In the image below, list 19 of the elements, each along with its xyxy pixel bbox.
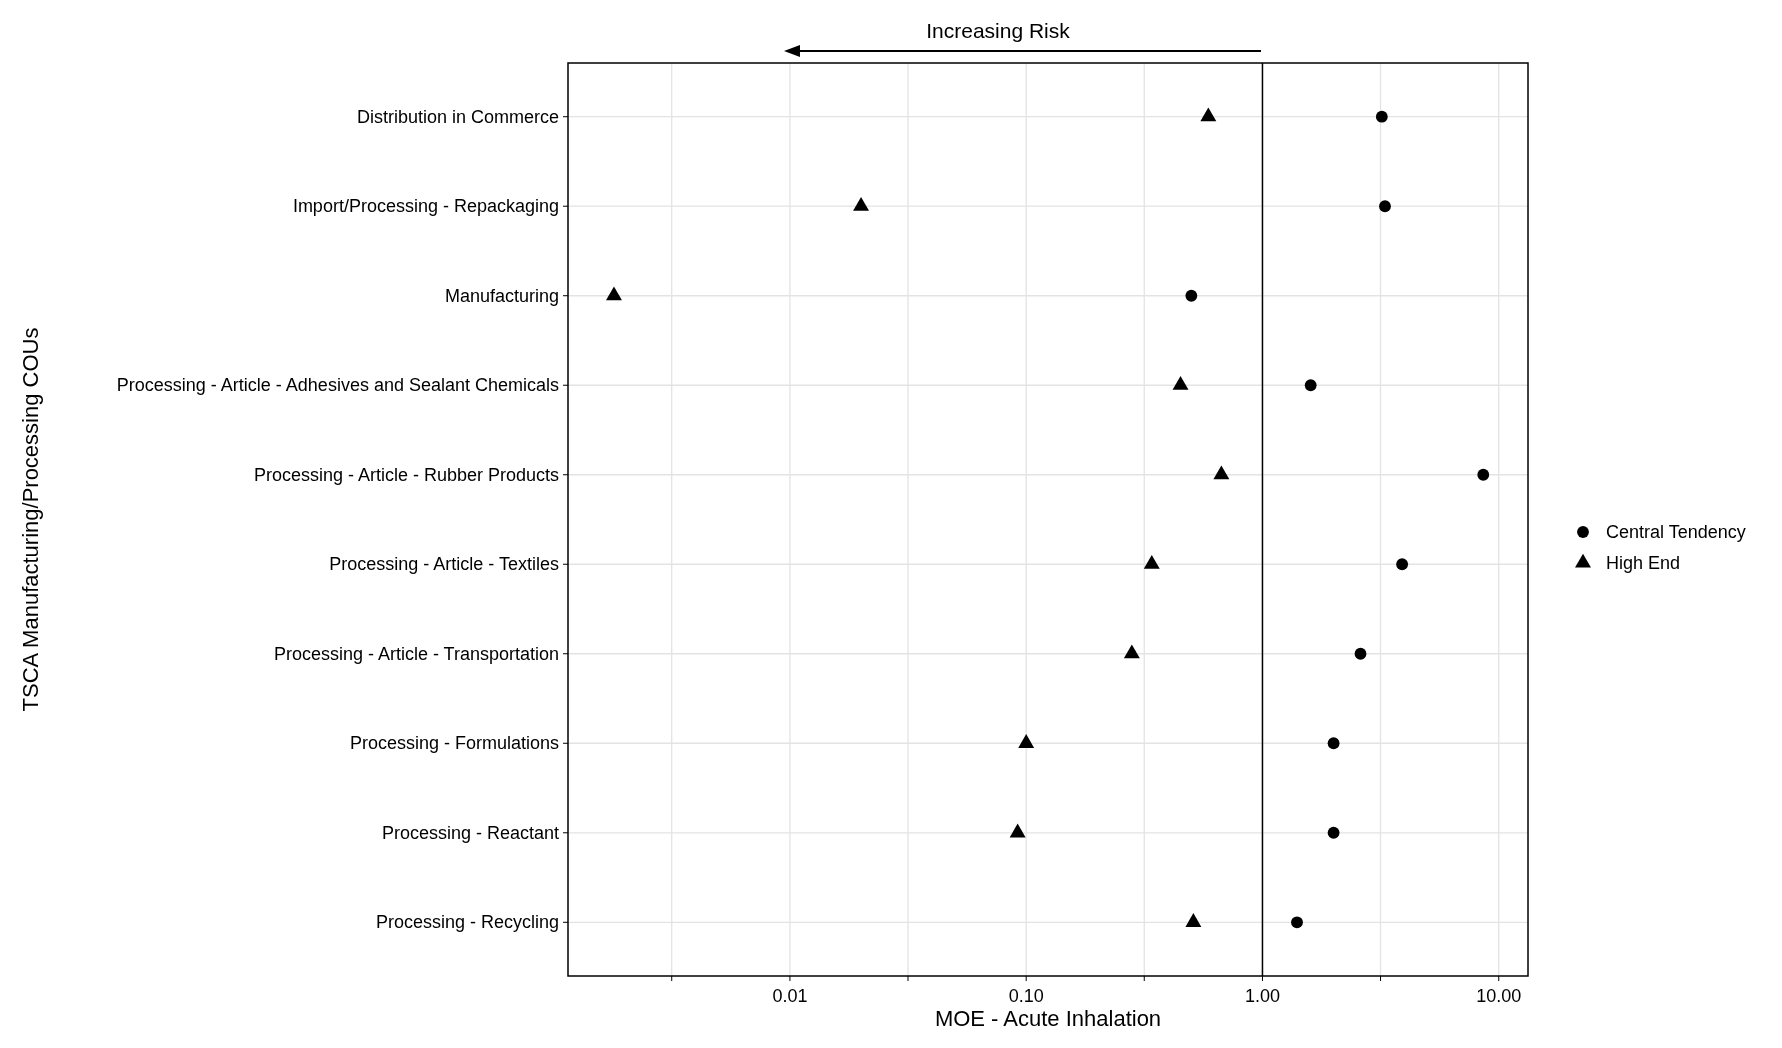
legend-label: Central Tendency	[1606, 522, 1746, 542]
text: Increasing Risk	[926, 19, 1071, 42]
x-tick-label: 0.01	[772, 986, 808, 1006]
x-tick-label: 1.00	[1244, 986, 1280, 1006]
x-axis-title: MOE - Acute Inhalation	[934, 1006, 1162, 1031]
legend-label: High End	[1606, 553, 1681, 573]
y-tick-label: Processing - Recycling	[375, 912, 559, 933]
y-tick-label: Processing - Article - Rubber Products	[253, 464, 559, 485]
y-tick-label: Processing - Article - Adhesives and Sealant Chemicals	[116, 375, 559, 396]
y-tick-label: Processing - Reactant	[381, 822, 559, 843]
y-tick-label: Processing - Article - Transportation	[273, 643, 559, 664]
x-tick-label: 0.10	[1008, 986, 1044, 1006]
y-tick-label: Processing - Article - Textiles	[329, 554, 559, 575]
x-tick-label: 10.00	[1476, 986, 1522, 1006]
y-tick-label: Import/Processing - Repackaging	[292, 196, 559, 217]
y-tick-label: Distribution in Commerce	[356, 106, 559, 127]
y-tick-label: Processing - Formulations	[349, 733, 559, 754]
y-axis-title: TSCA Manufacturing/Processing COUs	[18, 327, 43, 712]
y-tick-label: Manufacturing	[444, 285, 559, 306]
